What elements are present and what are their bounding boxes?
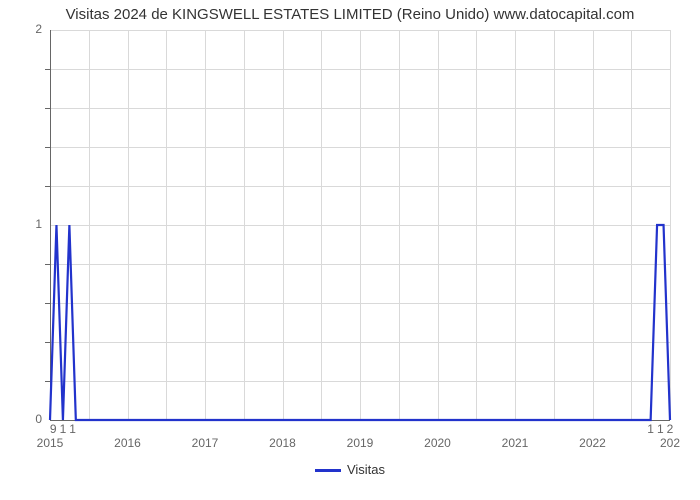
legend: Visitas [0, 462, 700, 477]
x-tick-label: 2020 [408, 436, 468, 450]
x-tick-label: 2022 [563, 436, 623, 450]
y-tick-label: 0 [14, 412, 42, 426]
x-tick-label: 2015 [20, 436, 80, 450]
x-tick-label: 2021 [485, 436, 545, 450]
plot-area [50, 30, 670, 420]
x-tick-label: 2019 [330, 436, 390, 450]
legend-label: Visitas [347, 462, 385, 477]
x-tick-label: 202 [640, 436, 700, 450]
series-line [50, 30, 670, 420]
data-point-label: 2 [662, 422, 678, 436]
x-tick-label: 2017 [175, 436, 235, 450]
y-tick-label: 2 [14, 22, 42, 36]
x-tick-label: 2016 [98, 436, 158, 450]
chart-title: Visitas 2024 de KINGSWELL ESTATES LIMITE… [0, 6, 700, 23]
x-tick-label: 2018 [253, 436, 313, 450]
y-tick-label: 1 [14, 217, 42, 231]
data-point-label: 1 [65, 422, 81, 436]
legend-swatch [315, 469, 341, 472]
